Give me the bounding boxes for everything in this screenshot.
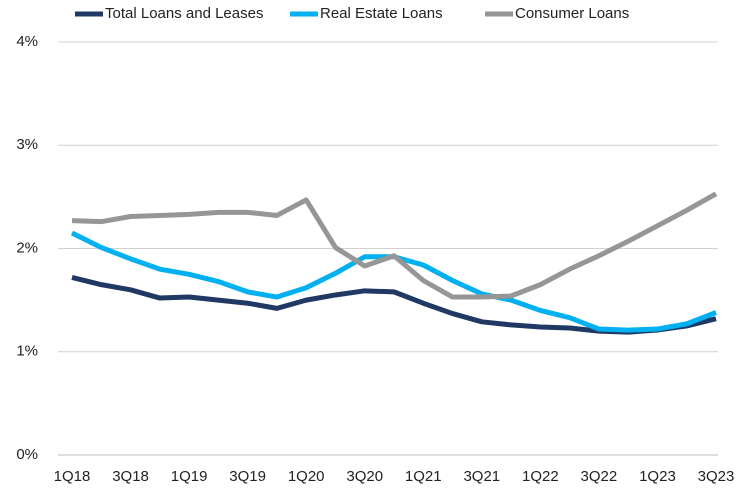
y-tick-label: 4% (16, 33, 38, 50)
legend-label: Total Loans and Leases (105, 5, 263, 22)
x-tick-label: 3Q20 (346, 468, 383, 485)
legend-label: Real Estate Loans (320, 5, 443, 22)
x-tick-label: 1Q22 (522, 468, 559, 485)
x-tick-label: 3Q19 (229, 468, 266, 485)
series-line (71, 191, 718, 300)
x-tick-label: 3Q22 (581, 468, 618, 485)
series-line (71, 274, 717, 335)
y-tick-label: 1% (16, 343, 38, 360)
x-tick-label: 1Q21 (405, 468, 442, 485)
x-tick-label: 3Q21 (463, 468, 500, 485)
x-tick-label: 1Q20 (288, 468, 325, 485)
y-tick-label: 2% (16, 239, 38, 256)
y-tick-label: 0% (16, 446, 38, 463)
x-tick-label: 1Q18 (54, 468, 91, 485)
x-tick-label: 3Q18 (112, 468, 149, 485)
x-tick-label: 1Q19 (171, 468, 208, 485)
x-tick-label: 1Q23 (639, 468, 676, 485)
legend-label: Consumer Loans (515, 5, 629, 22)
y-tick-label: 3% (16, 136, 38, 153)
x-tick-label: 3Q23 (698, 468, 735, 485)
